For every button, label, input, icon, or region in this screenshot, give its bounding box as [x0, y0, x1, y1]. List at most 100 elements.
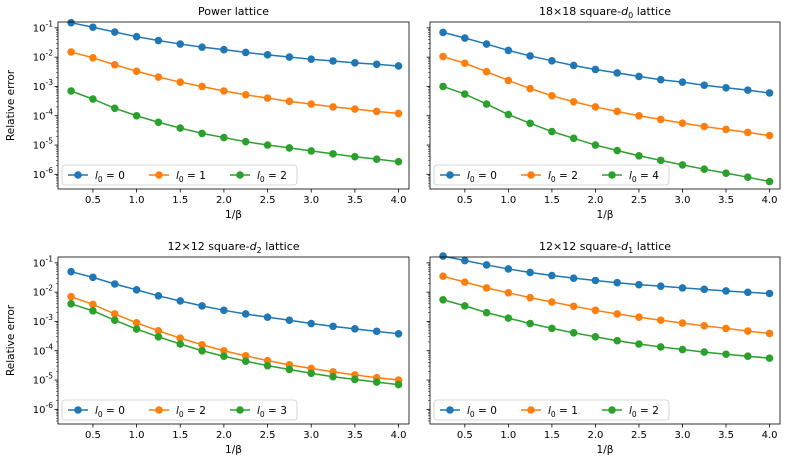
legend-box [433, 399, 670, 421]
data-point [372, 378, 381, 386]
legend-swatch-marker [155, 171, 163, 179]
x-tick-label: 2.0 [216, 195, 232, 206]
data-point [765, 131, 774, 140]
data-point [548, 91, 556, 100]
data-point [176, 124, 185, 132]
legend-label: l0 = 4 [629, 170, 659, 184]
data-point [504, 265, 513, 273]
data-point [548, 324, 556, 333]
data-point [635, 72, 643, 81]
y-tick-label: 10-3 [33, 313, 53, 328]
data-point [394, 109, 403, 118]
data-point [394, 62, 403, 70]
data-point [482, 261, 491, 269]
data-point [110, 28, 119, 36]
data-point [526, 84, 534, 93]
x-axis-label: 1/β [225, 444, 242, 456]
data-point [241, 352, 250, 360]
data-point [89, 307, 97, 315]
data-point [569, 274, 578, 282]
data-point [329, 372, 337, 381]
data-point [263, 94, 272, 102]
data-point [372, 327, 381, 336]
data-point [678, 78, 687, 86]
data-point [504, 314, 513, 322]
data-point [482, 284, 491, 292]
data-point [656, 156, 665, 165]
x-tick-label: 4.0 [762, 430, 778, 441]
data-point [329, 150, 337, 158]
data-point [461, 256, 469, 265]
data-point [154, 118, 163, 127]
data-point [394, 329, 403, 338]
x-axis-label: 1/β [225, 209, 242, 221]
x-tick-label: 2.0 [216, 430, 232, 441]
data-point [765, 289, 774, 298]
data-point [700, 122, 709, 131]
data-point [241, 137, 250, 146]
x-tick-label: 1.5 [172, 430, 188, 441]
data-point [700, 285, 709, 294]
data-point [67, 48, 75, 56]
data-point [89, 23, 97, 32]
data-point [132, 286, 141, 294]
data-point [656, 75, 665, 84]
data-point [722, 125, 730, 134]
x-tick-label: 1.0 [500, 195, 516, 206]
data-point [526, 319, 534, 328]
legend-label: l0 = 0 [467, 170, 497, 184]
panel-title: 18×18 square-d0 lattice [539, 5, 671, 20]
data-point [132, 325, 141, 333]
data-point [110, 280, 119, 288]
data-point [569, 97, 578, 106]
series-line-2 [70, 295, 399, 381]
data-point [439, 52, 447, 61]
data-point [132, 318, 141, 327]
data-point [548, 57, 556, 65]
data-point [351, 325, 359, 333]
y-axis-label: Relative error [5, 304, 17, 376]
data-point [591, 276, 600, 285]
y-tick-label: 10-5 [33, 137, 53, 152]
data-point [613, 107, 621, 116]
legend-swatch-marker [236, 406, 244, 414]
x-tick-label: 1.0 [129, 195, 145, 206]
legend-swatch-marker [446, 171, 454, 179]
data-point [176, 340, 185, 348]
data-point [461, 34, 469, 42]
data-point [220, 346, 228, 355]
data-point [722, 350, 730, 359]
data-point [132, 111, 141, 120]
x-tick-label: 1.0 [129, 430, 145, 441]
data-point [285, 316, 294, 325]
x-tick-label: 3.5 [718, 430, 734, 441]
data-point [110, 316, 119, 325]
data-point [67, 87, 75, 95]
data-point [722, 324, 730, 333]
data-point [765, 329, 774, 338]
data-point [241, 90, 250, 99]
legend-swatch-marker [74, 406, 82, 414]
data-point [154, 73, 163, 81]
chart-panel-4: 0.5 1.0 1.5 2.0 2.5 3.0 3.5 4.0 12×12 square-d1 … [426, 240, 781, 456]
series-line-1 [442, 31, 770, 94]
data-point [220, 87, 228, 95]
legend-label: l0 = 2 [629, 405, 659, 419]
data-point [635, 280, 643, 289]
chart-panel-2: 0.5 1.0 1.5 2.0 2.5 3.0 3.5 4.0 18×18 square-d0 … [426, 5, 781, 221]
data-point [198, 82, 206, 91]
series-line-3 [70, 303, 399, 386]
series-line-2 [442, 275, 770, 335]
data-point [132, 32, 141, 41]
data-point [263, 313, 272, 321]
x-tick-label: 1.5 [544, 195, 560, 206]
data-point [635, 111, 643, 120]
x-tick-label: 0.5 [85, 430, 101, 441]
data-point [591, 306, 600, 315]
data-point [329, 57, 337, 65]
data-point [548, 271, 556, 280]
x-tick-label: 1.0 [500, 430, 516, 441]
data-point [504, 46, 513, 55]
legend-box [61, 399, 298, 421]
data-point [329, 103, 337, 111]
